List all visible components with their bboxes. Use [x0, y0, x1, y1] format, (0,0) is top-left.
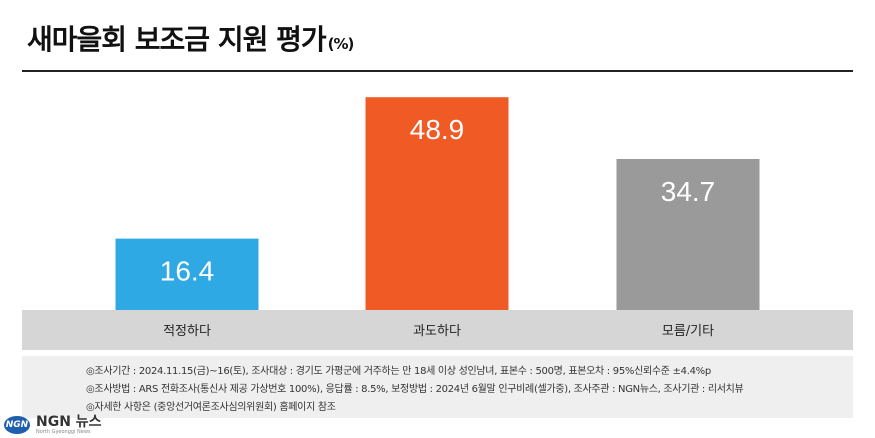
survey-notes: ◎조사기간 : 2024.11.15(금)~16(토), 조사대상 : 경기도 …: [22, 356, 853, 418]
title-divider: [22, 70, 853, 72]
chart-title-text: 새마을회 보조금 지원 평가: [27, 23, 327, 56]
category-band: [22, 310, 853, 350]
bar-2: [365, 97, 509, 310]
note-line: ◎조사방법 : ARS 전화조사(통신사 제공 가상번호 100%), 응답률 …: [86, 384, 744, 395]
category-label: 모름/기타: [662, 324, 714, 339]
bar-1: [115, 238, 259, 310]
note-line: ◎자세한 사항은 (중앙선거여론조사심의위원회) 홈페이지 참조: [86, 402, 336, 413]
bar-3: [616, 158, 760, 310]
chart-unit: (%): [327, 35, 355, 53]
logo-subtitle: North Gyeonggi News: [36, 429, 91, 435]
note-line: ◎조사기간 : 2024.11.15(금)~16(토), 조사대상 : 경기도 …: [86, 366, 711, 377]
bar-value-label: 48.9: [410, 114, 465, 145]
bars-group: 16.4 적정하다 48.9 과도하다 34.7 모름/기타: [115, 97, 760, 339]
category-label: 과도하다: [413, 324, 461, 339]
category-label: 적정하다: [163, 324, 211, 339]
chart-title: 새마을회 보조금 지원 평가 (%): [27, 18, 355, 58]
ngn-logo: NGN NGN 뉴스 North Gyeonggi News: [4, 414, 102, 436]
bar-value-label: 16.4: [160, 256, 215, 287]
bar-chart: 16.4 적정하다 48.9 과도하다 34.7 모름/기타: [22, 97, 853, 350]
logo-name: NGN 뉴스: [36, 414, 102, 430]
ngn-logo-icon: NGN: [4, 416, 30, 434]
bar-value-label: 34.7: [661, 176, 716, 207]
